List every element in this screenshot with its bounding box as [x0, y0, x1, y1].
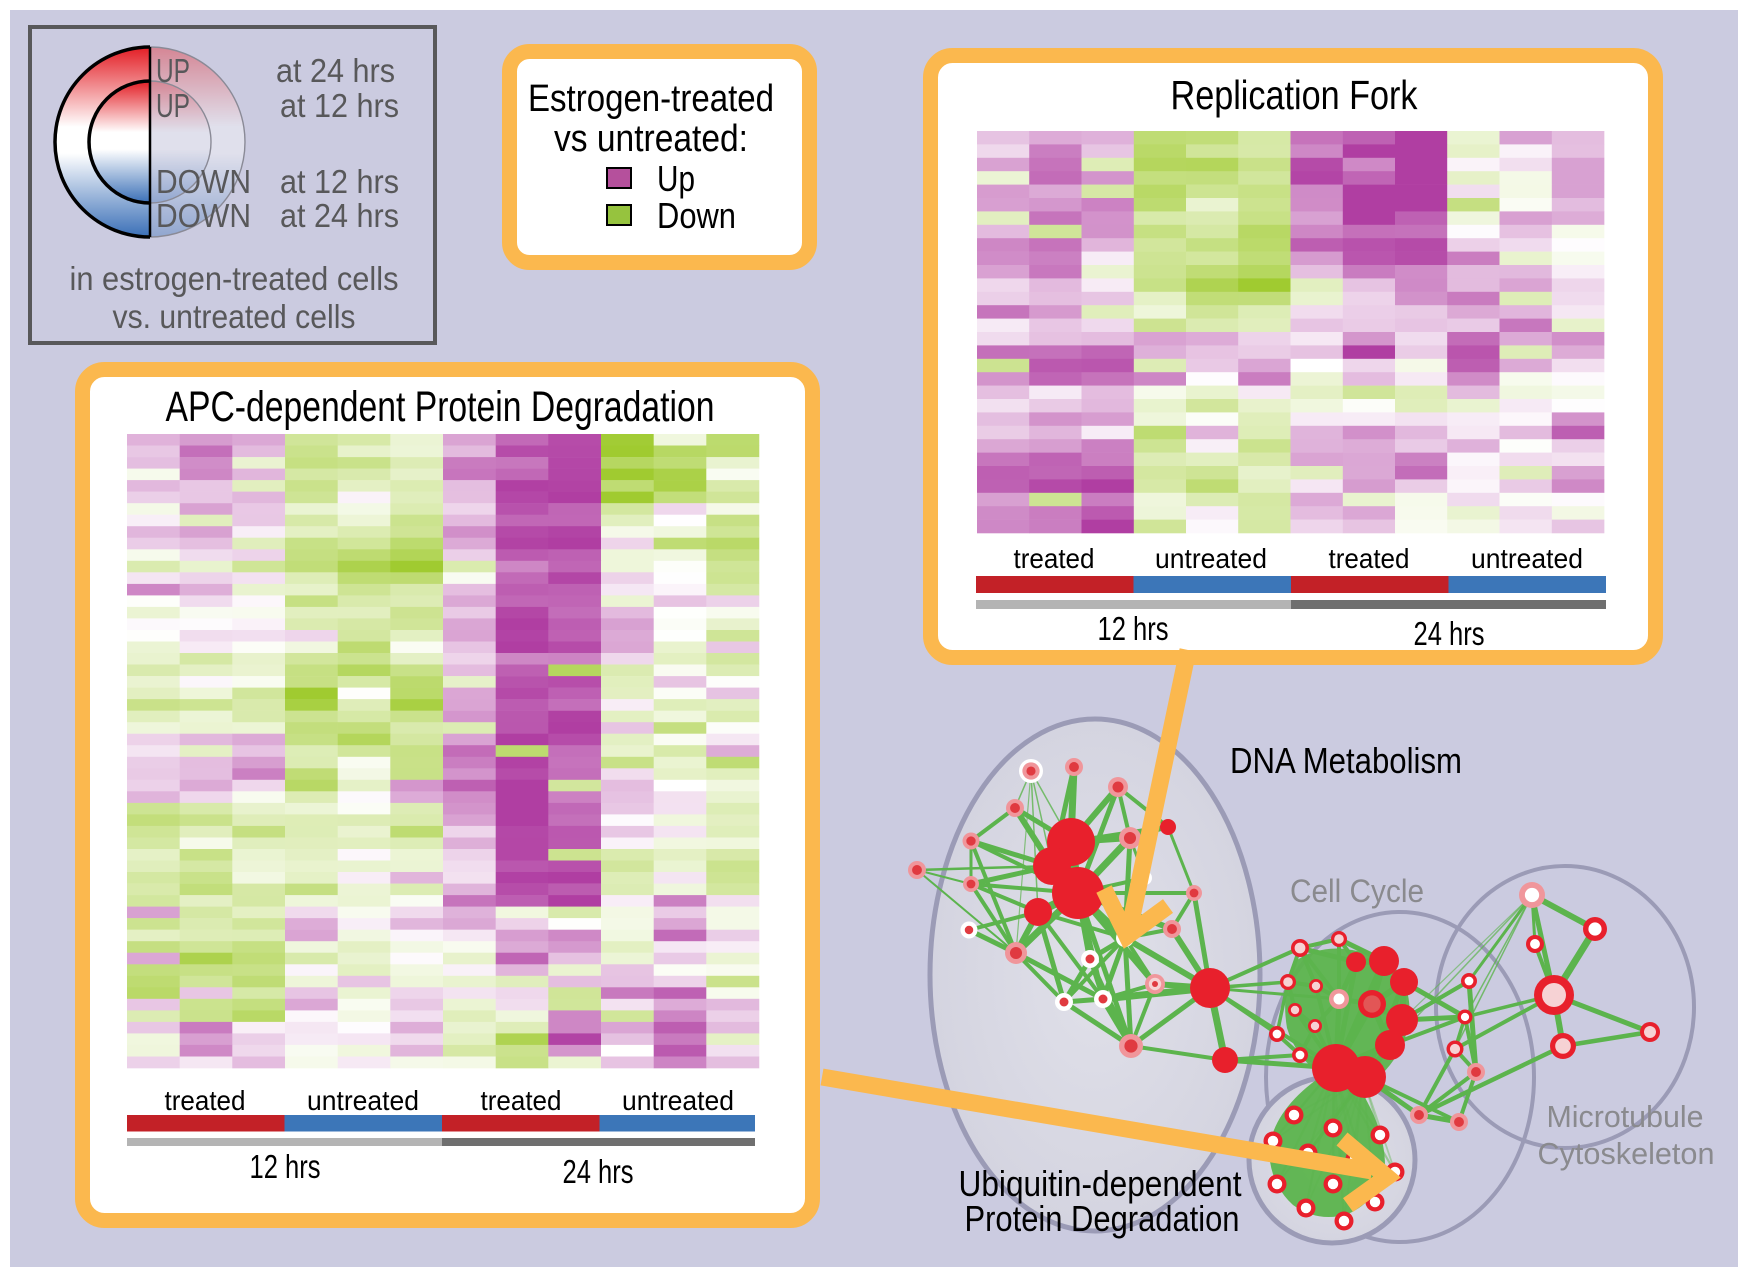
svg-text:12 hrs: 12 hrs	[1098, 610, 1169, 647]
svg-text:treated: treated	[481, 1085, 562, 1116]
svg-text:Microtubule: Microtubule	[1547, 1099, 1704, 1134]
svg-text:12 hrs: 12 hrs	[250, 1148, 321, 1185]
svg-text:treated: treated	[1014, 543, 1095, 574]
svg-text:APC-dependent Protein Degradat: APC-dependent Protein Degradation	[166, 383, 715, 431]
svg-text:vs untreated:: vs untreated:	[554, 118, 748, 160]
svg-text:untreated: untreated	[307, 1085, 419, 1116]
svg-text:24 hrs: 24 hrs	[563, 1153, 634, 1190]
svg-text:in estrogen-treated cells: in estrogen-treated cells	[70, 260, 399, 297]
svg-text:at 24 hrs: at 24 hrs	[280, 197, 399, 234]
svg-text:treated: treated	[165, 1085, 246, 1116]
svg-text:at 12 hrs: at 12 hrs	[280, 163, 399, 200]
svg-text:Replication Fork: Replication Fork	[1171, 72, 1418, 118]
svg-text:Down: Down	[657, 195, 736, 236]
svg-text:at 24 hrs: at 24 hrs	[276, 52, 395, 89]
svg-text:Cytoskeleton: Cytoskeleton	[1538, 1136, 1715, 1171]
svg-text:DNA Metabolism: DNA Metabolism	[1230, 740, 1462, 781]
svg-text:DOWN: DOWN	[156, 163, 251, 200]
svg-text:untreated: untreated	[622, 1085, 734, 1116]
svg-text:Up: Up	[657, 158, 695, 199]
svg-text:24 hrs: 24 hrs	[1414, 615, 1485, 652]
svg-text:untreated: untreated	[1155, 543, 1267, 574]
svg-text:DOWN: DOWN	[156, 197, 251, 234]
svg-text:Estrogen-treated: Estrogen-treated	[528, 78, 774, 120]
svg-text:Cell Cycle: Cell Cycle	[1290, 873, 1424, 909]
svg-text:untreated: untreated	[1471, 543, 1583, 574]
svg-text:Ubiquitin-dependent: Ubiquitin-dependent	[959, 1163, 1242, 1204]
svg-text:UP: UP	[156, 87, 190, 124]
svg-text:vs. untreated cells: vs. untreated cells	[113, 298, 356, 335]
svg-text:UP: UP	[156, 52, 190, 89]
svg-text:Protein Degradation: Protein Degradation	[965, 1198, 1240, 1239]
svg-text:at 12 hrs: at 12 hrs	[280, 87, 399, 124]
svg-text:treated: treated	[1329, 543, 1410, 574]
